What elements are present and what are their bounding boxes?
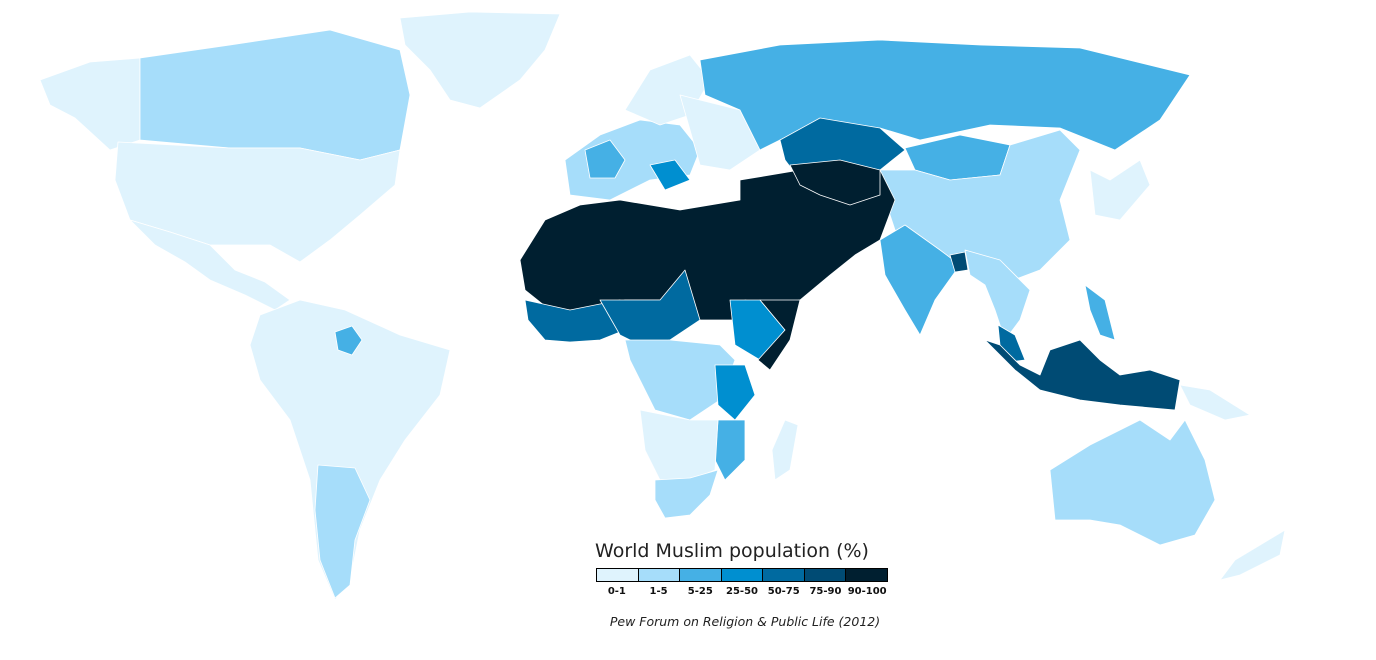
legend-swatch [804,569,847,581]
region-japan-korea [1089,159,1151,221]
legend-label: 90-100 [847,586,887,597]
legend-label: 5-25 [687,586,713,597]
region-suriname [334,325,363,356]
legend-label: 50-75 [767,586,800,597]
region-russia [699,39,1191,151]
region-france [584,139,626,179]
legend-labels: 0-1 1-5 5-25 25-50 50-75 75-90 90-100 [596,586,888,597]
legend-label: 25-50 [726,586,758,597]
legend-swatch [763,569,805,581]
region-south-africa [654,469,719,519]
region-mozambique [714,419,746,481]
region-mexico-central-america [129,219,291,311]
legend-swatch [638,569,681,581]
legend-swatch [846,569,888,581]
region-south-america [249,299,451,601]
region-greenland [399,11,561,109]
region-central-africa [624,339,736,421]
legend-label: 1-5 [649,586,668,597]
region-alaska-north [39,57,141,151]
source-credit: Pew Forum on Religion & Public Life (201… [609,614,881,629]
region-west-africa [524,299,626,343]
legend-swatch [597,569,639,581]
legend-title: World Muslim population (%) [595,540,869,562]
region-papua [1179,384,1251,421]
region-balkans [649,159,691,191]
region-philippines [1084,284,1116,341]
region-central-asia [789,159,881,206]
region-argentina [314,464,371,599]
legend-swatch [721,569,764,581]
region-bangladesh [949,251,969,273]
region-madagascar [771,419,799,481]
region-new-zealand [1219,529,1286,581]
region-canada [139,29,411,161]
legend-swatch [680,569,722,581]
region-southern-africa [639,409,719,481]
legend: World Muslim population (%) 0-1 1-5 5-25 25… [595,540,888,597]
region-somalia [757,299,801,371]
region-western-europe [564,119,701,201]
region-tanzania [714,364,756,421]
region-nigeria-chad-region [599,269,701,346]
region-indonesia [984,339,1181,411]
legend-label: 75-90 [809,586,842,597]
legend-label: 0-1 [607,586,626,597]
region-india [879,224,961,336]
legend-color-bar [596,568,888,582]
region-australia [1049,419,1216,546]
